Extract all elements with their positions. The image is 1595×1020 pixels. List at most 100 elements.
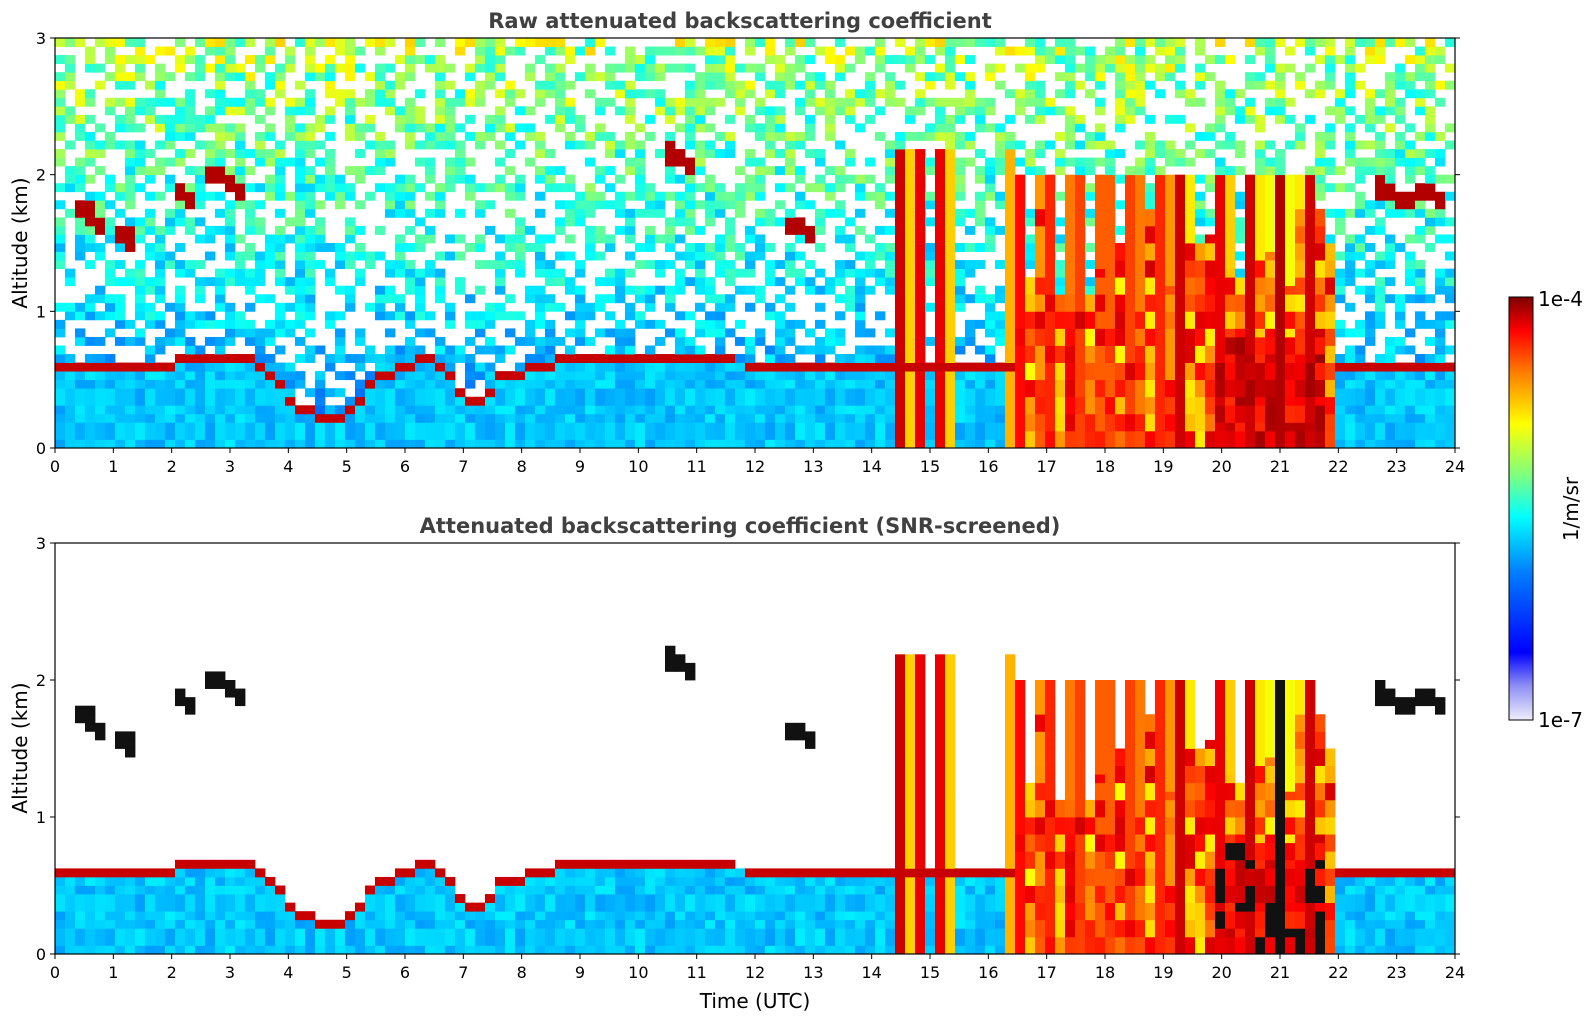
heatmap-cell-raw	[795, 396, 806, 406]
heatmap-cell-raw	[205, 157, 216, 167]
heatmap-cell-raw	[185, 371, 196, 381]
heatmap-cell-raw	[695, 422, 706, 432]
heatmap-cell-raw	[405, 140, 416, 150]
heatmap-cell-raw	[505, 379, 516, 389]
heatmap-cell-raw	[775, 55, 786, 65]
heatmap-cell-raw	[1425, 191, 1436, 201]
heatmap-cell-raw	[415, 311, 426, 321]
heatmap-cell-raw	[65, 311, 76, 321]
heatmap-cell-screened	[185, 868, 196, 878]
heatmap-cell-screened	[145, 911, 156, 921]
heatmap-cell-raw	[1115, 413, 1126, 423]
heatmap-cell-raw	[975, 345, 986, 355]
heatmap-cell-raw	[775, 413, 786, 423]
heatmap-cell-raw	[1245, 174, 1256, 184]
heatmap-cell-raw	[1005, 371, 1016, 381]
heatmap-cell-raw	[975, 200, 986, 210]
heatmap-cell-raw	[225, 166, 236, 176]
heatmap-cell-raw	[895, 319, 906, 329]
heatmap-cell-raw	[1185, 371, 1196, 381]
heatmap-cell-raw	[95, 140, 106, 150]
heatmap-cell-raw	[585, 243, 596, 252]
heatmap-cell-raw	[1245, 38, 1256, 47]
heatmap-cell-screened	[85, 868, 96, 878]
heatmap-cell-raw	[425, 123, 436, 133]
heatmap-cell-raw	[275, 174, 286, 184]
heatmap-cell-raw	[565, 114, 576, 124]
heatmap-cell-raw	[325, 430, 336, 440]
heatmap-cell-raw	[265, 336, 276, 346]
heatmap-cell-screened	[135, 868, 146, 878]
heatmap-cell-raw	[1265, 225, 1276, 235]
heatmap-cell-raw	[1375, 371, 1386, 381]
heatmap-cell-raw	[1135, 268, 1146, 278]
heatmap-cell-raw	[205, 396, 216, 406]
heatmap-cell-raw	[605, 268, 616, 278]
heatmap-cell-raw	[1055, 422, 1066, 432]
heatmap-cell-raw	[205, 379, 216, 389]
heatmap-cell-raw	[585, 396, 596, 406]
heatmap-cell-raw	[545, 277, 556, 287]
heatmap-cell-raw	[765, 413, 776, 423]
heatmap-cell-raw	[825, 362, 836, 372]
heatmap-cell-raw	[1155, 149, 1166, 158]
heatmap-cell-raw	[55, 38, 66, 47]
heatmap-cell-raw	[895, 336, 906, 346]
heatmap-cell-raw	[215, 191, 226, 201]
heatmap-cell-screened	[185, 894, 196, 904]
heatmap-cell-raw	[425, 174, 436, 184]
heatmap-cell-raw	[915, 217, 926, 227]
heatmap-cell-raw	[1105, 251, 1116, 261]
heatmap-cell-raw	[1365, 208, 1376, 218]
heatmap-cell-raw	[925, 97, 936, 107]
heatmap-cell-raw	[305, 149, 316, 158]
heatmap-cell-raw	[255, 354, 266, 363]
heatmap-cell-raw	[1195, 371, 1206, 381]
heatmap-cell-raw	[1235, 396, 1246, 406]
heatmap-cell-raw	[195, 422, 206, 432]
heatmap-cell-raw	[845, 114, 856, 124]
heatmap-cell-raw	[1195, 217, 1206, 227]
heatmap-cell-raw	[665, 157, 676, 167]
heatmap-cell-raw	[415, 345, 426, 355]
heatmap-cell-raw	[245, 430, 256, 440]
heatmap-cell-raw	[1035, 277, 1046, 287]
heatmap-cell-raw	[495, 114, 506, 124]
heatmap-cell-raw	[835, 260, 846, 270]
heatmap-cell-raw	[235, 97, 246, 107]
heatmap-cell-raw	[1215, 328, 1226, 338]
heatmap-cell-raw	[905, 166, 916, 176]
heatmap-cell-raw	[285, 106, 296, 116]
heatmap-cell-raw	[835, 413, 846, 423]
heatmap-cell-screened	[115, 919, 126, 929]
heatmap-cell-raw	[1195, 319, 1206, 329]
heatmap-cell-raw	[185, 268, 196, 278]
heatmap-cell-raw	[1435, 285, 1446, 295]
heatmap-cell-raw	[525, 63, 536, 73]
heatmap-cell-raw	[905, 217, 916, 227]
heatmap-cell-raw	[75, 200, 86, 210]
heatmap-cell-raw	[765, 243, 776, 252]
heatmap-cell-raw	[355, 277, 366, 287]
heatmap-cell-raw	[1375, 413, 1386, 423]
heatmap-cell-raw	[1125, 396, 1136, 406]
heatmap-cell-raw	[1035, 243, 1046, 252]
heatmap-cell-raw	[1375, 106, 1386, 116]
heatmap-cell-raw	[965, 55, 976, 65]
heatmap-cell-raw	[1435, 439, 1446, 449]
heatmap-cell-raw	[1055, 405, 1066, 415]
heatmap-cell-raw	[1155, 345, 1166, 355]
heatmap-cell-raw	[965, 388, 976, 398]
heatmap-cell-raw	[655, 260, 666, 270]
heatmap-cell-screened	[195, 928, 206, 938]
heatmap-cell-raw	[1125, 319, 1136, 329]
heatmap-cell-raw	[1075, 166, 1086, 176]
heatmap-cell-raw	[1125, 234, 1136, 244]
heatmap-cell-raw	[1025, 302, 1036, 312]
heatmap-cell-raw	[315, 345, 326, 355]
heatmap-cell-raw	[215, 208, 226, 218]
heatmap-cell-raw	[1095, 294, 1106, 304]
heatmap-cell-raw	[565, 251, 576, 261]
heatmap-cell-raw	[945, 345, 956, 355]
heatmap-cell-raw	[1065, 106, 1076, 116]
